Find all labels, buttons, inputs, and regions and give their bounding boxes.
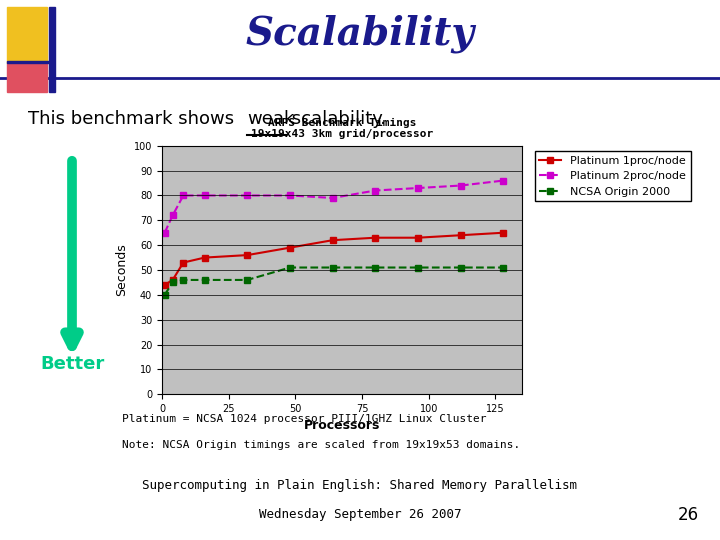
Platinum 2proc/node xyxy=(179,192,188,199)
Text: Better: Better xyxy=(40,355,104,374)
Platinum 1proc/node xyxy=(456,232,465,239)
Platinum 1proc/node xyxy=(179,259,188,266)
Platinum 1proc/node xyxy=(168,276,177,283)
Title: ARPS Benchmark Timings
19x19x43 3km grid/processor: ARPS Benchmark Timings 19x19x43 3km grid… xyxy=(251,118,433,139)
Platinum 2proc/node xyxy=(243,192,252,199)
Platinum 2proc/node xyxy=(168,212,177,219)
NCSA Origin 2000 xyxy=(168,279,177,286)
Line: Platinum 1proc/node: Platinum 1proc/node xyxy=(162,230,506,288)
NCSA Origin 2000 xyxy=(161,292,169,298)
Line: NCSA Origin 2000: NCSA Origin 2000 xyxy=(162,265,506,298)
Platinum 2proc/node xyxy=(456,183,465,189)
NCSA Origin 2000 xyxy=(371,264,379,271)
Platinum 2proc/node xyxy=(414,185,423,191)
NCSA Origin 2000 xyxy=(328,264,337,271)
Line: Platinum 2proc/node: Platinum 2proc/node xyxy=(162,178,506,235)
Platinum 1proc/node xyxy=(243,252,252,258)
NCSA Origin 2000 xyxy=(243,276,252,283)
X-axis label: Processors: Processors xyxy=(304,420,380,433)
Platinum 1proc/node xyxy=(286,245,294,251)
Platinum 1proc/node xyxy=(499,230,508,236)
Text: 26: 26 xyxy=(678,506,698,524)
Legend: Platinum 1proc/node, Platinum 2proc/node, NCSA Origin 2000: Platinum 1proc/node, Platinum 2proc/node… xyxy=(535,151,690,201)
NCSA Origin 2000 xyxy=(499,264,508,271)
Platinum 2proc/node xyxy=(499,177,508,184)
Bar xyxy=(49,7,55,92)
FancyArrowPatch shape xyxy=(65,161,79,346)
Text: scalability.: scalability. xyxy=(286,110,386,128)
NCSA Origin 2000 xyxy=(179,276,188,283)
Platinum 2proc/node xyxy=(328,195,337,201)
Platinum 1proc/node xyxy=(414,234,423,241)
Text: Note: NCSA Origin timings are scaled from 19x19x53 domains.: Note: NCSA Origin timings are scaled fro… xyxy=(122,441,521,450)
NCSA Origin 2000 xyxy=(456,264,465,271)
NCSA Origin 2000 xyxy=(286,264,294,271)
Text: weak: weak xyxy=(248,110,294,128)
Platinum 2proc/node xyxy=(371,187,379,194)
Platinum 1proc/node xyxy=(161,282,169,288)
NCSA Origin 2000 xyxy=(200,276,209,283)
Text: Wednesday September 26 2007: Wednesday September 26 2007 xyxy=(258,508,462,522)
Y-axis label: Seconds: Seconds xyxy=(115,244,128,296)
Platinum 2proc/node xyxy=(200,192,209,199)
Bar xyxy=(7,63,47,92)
Bar xyxy=(7,61,49,63)
Text: This benchmark shows: This benchmark shows xyxy=(28,110,240,128)
Platinum 2proc/node xyxy=(161,230,169,236)
Text: Platinum = NCSA 1024 processor PIII/1GHZ Linux Cluster: Platinum = NCSA 1024 processor PIII/1GHZ… xyxy=(122,414,487,423)
NCSA Origin 2000 xyxy=(414,264,423,271)
Platinum 1proc/node xyxy=(328,237,337,244)
Text: Scalability: Scalability xyxy=(246,15,474,53)
Platinum 1proc/node xyxy=(371,234,379,241)
Bar xyxy=(7,7,47,63)
Platinum 2proc/node xyxy=(286,192,294,199)
Platinum 1proc/node xyxy=(200,254,209,261)
Text: Supercomputing in Plain English: Shared Memory Parallelism: Supercomputing in Plain English: Shared … xyxy=(143,479,577,492)
